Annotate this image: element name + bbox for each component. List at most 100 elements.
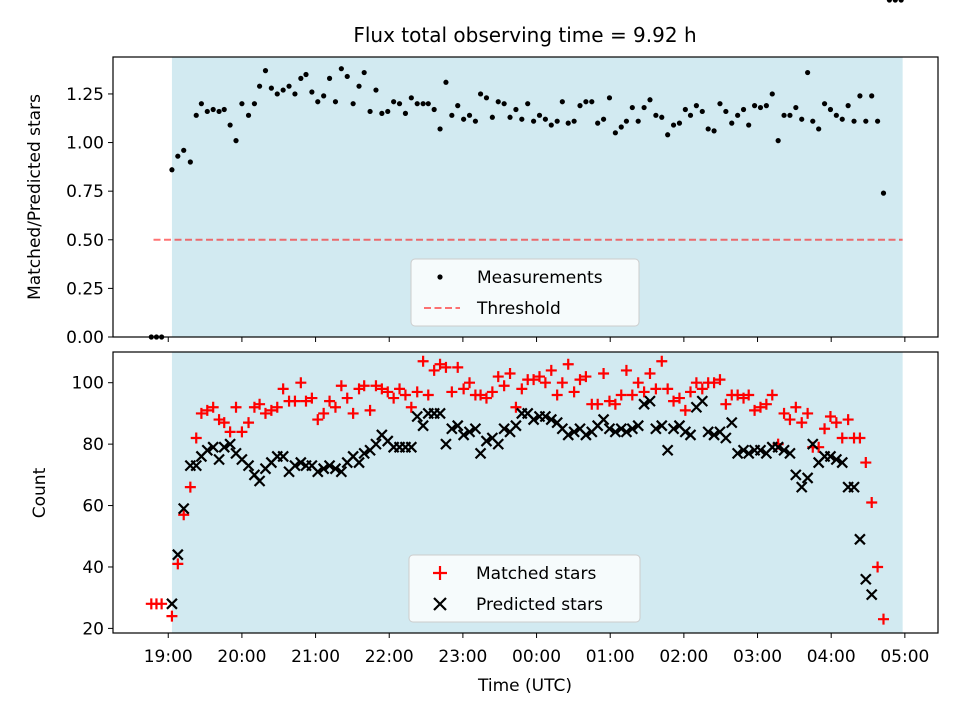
measurement-point [757,104,764,111]
matched-star-point [486,386,498,398]
predicted-star-point [638,398,650,410]
predicted-star-point [405,441,418,453]
legend-label-threshold: Threshold [476,299,561,319]
measurement-point [816,126,822,132]
measurement-point [507,114,513,120]
measurement-point [315,99,321,105]
measurement-point [326,75,333,81]
predicted-star-point [644,395,656,407]
matched-star-point [324,395,336,407]
x-tick-label: 01:00 [586,647,635,667]
predicted-star-point [626,422,639,435]
measurement-point [350,101,356,107]
matched-star-point [411,386,423,398]
matched-star-point [877,613,889,625]
matched-star-point [656,355,668,367]
top-y-tick-label: 0.25 [66,279,104,299]
predicted-star-point [702,426,714,438]
bottom-plot-frame [112,351,939,634]
measurement-point [687,112,694,118]
predicted-star-point [527,413,540,426]
predicted-star-point [434,407,446,420]
measurement-point [589,99,595,105]
x-tick-label: 04:00 [807,647,856,667]
measurement-point [396,101,403,107]
measurement-point [402,110,409,116]
measurement-point [857,93,863,99]
predicted-star-point [562,429,575,441]
predicted-star-point [708,429,720,441]
bottom-y-tick-label: 80 [82,435,104,455]
matched-star-point [312,414,324,426]
predicted-star-point [480,435,493,447]
measurement-point [216,108,222,115]
predicted-star-point [848,481,860,493]
predicted-star-point [742,447,755,460]
predicted-star-point [568,426,580,438]
predicted-star-point [451,419,464,432]
measurement-point [892,0,898,3]
measurement-point [799,116,805,122]
measurement-point [461,116,467,122]
measurement-point [477,91,484,97]
legend-label-matched: Matched stars [476,564,596,584]
x-tick-label: 21:00 [291,647,340,667]
measurement-point [274,91,280,97]
legend-marker-measurements [437,274,443,280]
predicted-star-point [860,573,872,586]
matched-star-point [347,407,359,419]
predicted-star-point [597,413,610,426]
matched-star-point [364,404,376,416]
predicted-star-point [720,432,732,444]
legend-marker-matched [433,566,447,580]
matched-star-point [708,377,720,389]
matched-star-point [615,389,627,401]
matched-star-point [422,389,434,401]
predicted-star-point [620,426,633,438]
top-plot-frame [112,56,939,338]
matched-star-point [399,389,411,401]
bottom-y-tick-label: 60 [82,497,104,517]
predicted-star-point [492,438,505,450]
matched-star-point [358,380,370,392]
matched-star-point [644,367,656,379]
matched-star-point [732,389,744,401]
matched-star-point [516,383,528,395]
matched-star-point [475,389,487,401]
predicted-star-point [696,395,709,407]
matched-star-point [749,404,761,416]
matched-star-point [551,389,563,401]
matched-star-point [679,404,691,416]
predicted-star-point [615,422,628,435]
measurement-point [874,118,881,124]
measurement-point [245,112,252,118]
predicted-star-point [801,472,814,484]
measurement-point [344,73,350,80]
measurement-point [483,95,490,101]
predicted-star-point [277,450,289,463]
predicted-star-point [498,422,510,435]
measurement-point [437,126,443,132]
matched-star-point [650,383,662,395]
measurement-point [420,101,426,107]
measurement-point [827,106,834,113]
top-y-tick-label: 0.00 [66,328,104,348]
predicted-star-point [795,481,808,493]
matched-star-point [498,380,510,392]
matched-star-point [510,401,522,413]
matched-star-point [796,417,808,429]
matched-star-point [190,432,202,444]
matched-star-point [289,395,301,407]
measurement-point [641,104,647,111]
predicted-star-point [790,469,802,481]
matched-star-point [626,389,638,401]
measurement-point [425,101,431,107]
measurement-point [385,108,391,115]
x-tick-label: 22:00 [365,647,414,667]
matched-star-point [172,558,184,570]
measurement-point [880,190,887,196]
matched-star-point [446,386,458,398]
predicted-star-point [329,462,342,475]
matched-star-point [382,386,394,398]
predicted-star-point [218,441,231,453]
